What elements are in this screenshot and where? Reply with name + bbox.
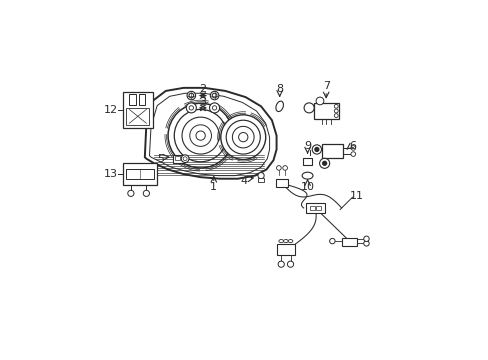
Bar bbox=[341, 238, 356, 246]
Bar bbox=[126, 108, 149, 125]
Ellipse shape bbox=[275, 101, 283, 112]
Circle shape bbox=[209, 103, 219, 113]
Circle shape bbox=[127, 190, 134, 197]
Bar bbox=[305, 203, 324, 213]
Ellipse shape bbox=[278, 239, 283, 243]
Ellipse shape bbox=[302, 172, 312, 179]
Circle shape bbox=[258, 172, 264, 179]
Bar bbox=[175, 156, 179, 160]
Circle shape bbox=[226, 120, 260, 154]
Circle shape bbox=[304, 103, 313, 113]
Circle shape bbox=[322, 161, 326, 165]
Circle shape bbox=[189, 93, 193, 98]
Text: 9: 9 bbox=[304, 141, 310, 151]
Circle shape bbox=[238, 132, 247, 142]
Circle shape bbox=[220, 115, 265, 159]
Bar bbox=[126, 170, 154, 179]
Circle shape bbox=[350, 152, 355, 156]
Polygon shape bbox=[144, 88, 276, 179]
Circle shape bbox=[329, 238, 334, 244]
Text: 1: 1 bbox=[210, 182, 217, 192]
Text: 3: 3 bbox=[199, 97, 206, 107]
Circle shape bbox=[174, 109, 226, 162]
Text: 12: 12 bbox=[103, 105, 118, 115]
Circle shape bbox=[363, 236, 368, 242]
Circle shape bbox=[315, 97, 323, 105]
Circle shape bbox=[212, 93, 217, 98]
Text: 10: 10 bbox=[300, 182, 314, 192]
Circle shape bbox=[183, 157, 187, 161]
Circle shape bbox=[143, 190, 149, 197]
Text: 7: 7 bbox=[322, 81, 329, 91]
Text: 2: 2 bbox=[199, 84, 206, 94]
Bar bbox=[315, 206, 320, 210]
Circle shape bbox=[334, 109, 338, 113]
Circle shape bbox=[182, 117, 219, 154]
Bar bbox=[302, 158, 311, 165]
Circle shape bbox=[311, 145, 321, 154]
Bar bbox=[321, 144, 343, 158]
Circle shape bbox=[232, 126, 254, 148]
Text: 8: 8 bbox=[276, 84, 283, 94]
Circle shape bbox=[350, 145, 355, 150]
Bar bbox=[275, 179, 287, 187]
Bar bbox=[258, 178, 264, 182]
Circle shape bbox=[181, 155, 189, 163]
Circle shape bbox=[319, 158, 329, 168]
Circle shape bbox=[314, 148, 318, 152]
Bar bbox=[313, 103, 338, 119]
Ellipse shape bbox=[283, 239, 287, 243]
Circle shape bbox=[363, 241, 368, 246]
Bar bbox=[123, 93, 152, 128]
Bar bbox=[123, 163, 157, 185]
Circle shape bbox=[282, 166, 287, 170]
Circle shape bbox=[189, 125, 211, 147]
Text: 11: 11 bbox=[349, 191, 364, 201]
Polygon shape bbox=[149, 93, 269, 176]
Circle shape bbox=[334, 104, 338, 108]
Text: 5: 5 bbox=[157, 154, 164, 164]
Text: 4: 4 bbox=[240, 176, 247, 186]
Circle shape bbox=[168, 103, 233, 168]
Text: 13: 13 bbox=[103, 169, 118, 179]
Circle shape bbox=[186, 103, 196, 113]
Bar bbox=[309, 206, 314, 210]
Circle shape bbox=[187, 91, 195, 100]
Circle shape bbox=[276, 166, 281, 170]
Text: 6: 6 bbox=[348, 141, 355, 151]
Circle shape bbox=[196, 131, 205, 140]
Bar bbox=[276, 244, 295, 255]
Circle shape bbox=[210, 91, 219, 100]
Circle shape bbox=[189, 106, 193, 110]
Bar bbox=[172, 155, 183, 163]
Ellipse shape bbox=[287, 239, 292, 243]
Circle shape bbox=[278, 261, 284, 267]
Bar bbox=[138, 94, 144, 105]
Circle shape bbox=[334, 114, 338, 117]
Bar bbox=[129, 94, 135, 105]
Circle shape bbox=[212, 106, 216, 110]
Circle shape bbox=[287, 261, 293, 267]
